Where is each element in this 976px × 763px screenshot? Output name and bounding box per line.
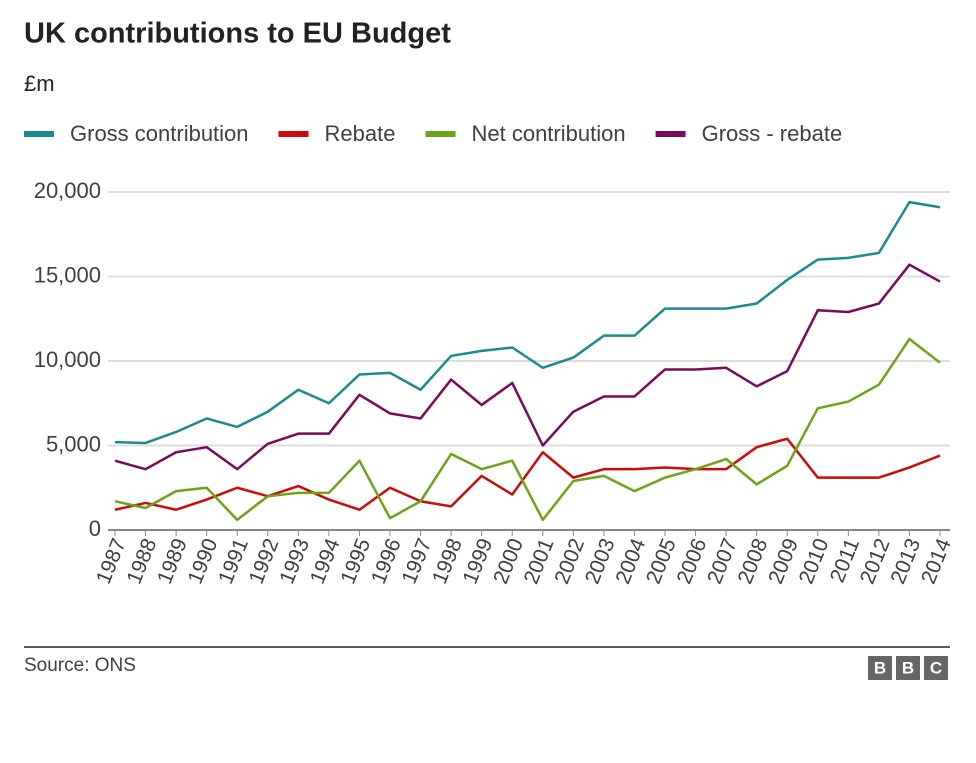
legend-swatch <box>655 131 686 137</box>
data-line <box>114 263 941 471</box>
y-tick-label: 10,000 <box>34 347 101 372</box>
legend-label: Rebate <box>325 121 396 146</box>
logo-box <box>924 656 948 680</box>
data-line <box>114 437 941 511</box>
y-tick-label: 0 <box>89 516 101 541</box>
legend-label: Gross - rebate <box>702 121 843 146</box>
legend-label: Gross contribution <box>70 121 249 146</box>
y-tick-label: 15,000 <box>34 262 101 287</box>
logo-letter: C <box>930 658 942 677</box>
legend-swatch <box>278 131 309 137</box>
legend-label: Net contribution <box>471 121 625 146</box>
logo-box <box>868 656 892 680</box>
chart-title: UK contributions to EU Budget <box>24 18 451 50</box>
logo-letter: B <box>902 658 914 677</box>
source: Source: ONS <box>24 655 136 676</box>
legend-swatch <box>24 131 54 137</box>
y-tick-label: 5,000 <box>46 431 101 456</box>
data-line <box>114 337 941 522</box>
logo-box <box>896 656 920 680</box>
logo-letter: B <box>874 658 886 677</box>
y-tick-label: 20,000 <box>34 178 101 203</box>
legend-swatch <box>425 131 456 137</box>
x-tick-label: 2014 <box>917 535 956 587</box>
data-line <box>114 200 941 445</box>
chart-subtitle: £m <box>24 71 55 96</box>
